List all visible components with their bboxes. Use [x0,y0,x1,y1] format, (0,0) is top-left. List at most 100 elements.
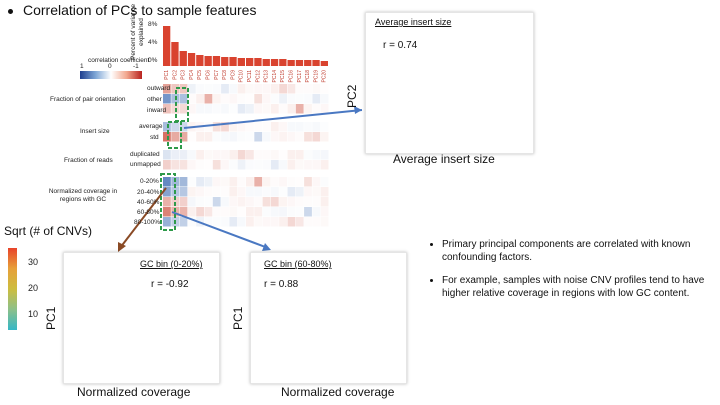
heatmap-cell [320,187,329,197]
heatmap-cell [205,150,213,160]
heatmap-cell [213,187,221,197]
heatmap-cell [187,160,196,170]
heatmap-cell [171,160,180,170]
heatmap-cell [270,84,279,94]
xlabel-coverage-left: Normalized coverage [77,385,191,399]
heatmap-cell [179,207,188,217]
heatmap-cell [205,160,213,170]
legend-tick-0: 0 [108,63,112,70]
heatmap-cell [254,207,263,217]
heatmap-cell [179,187,188,197]
heatmap-cell [321,84,329,94]
variance-bar [163,26,171,66]
heatmap-cell [304,177,312,187]
heatmap-cell [163,132,171,142]
colorbar-tick-10: 10 [28,309,39,319]
heatmap-cell [204,132,213,142]
heatmap-cell [163,122,171,132]
group-label-coverage: Normalized coverage in regions with GC [48,188,118,203]
row-label-gc20: 20-40% [137,189,160,196]
heatmap-cell [270,122,279,132]
heatmap-cell [270,104,279,114]
heatmap-cell [238,132,246,142]
pc-tick-label: PC19 [313,70,319,83]
heatmap-cell [246,132,254,142]
row-label-outward: outward [147,85,171,92]
heatmap-cell [312,104,320,114]
heatmap-cell [163,217,171,227]
variance-bar [254,58,262,66]
heatmap-cell [212,94,221,104]
heatmap-cell [312,197,320,207]
pc-tick-label: PC1 [164,70,170,80]
heatmap-cell [304,160,312,170]
heatmap-cell [287,150,296,160]
heatmap-cell [163,160,171,170]
heatmap-cell [237,160,246,170]
variance-bar [270,59,279,66]
variance-bar [229,57,237,66]
heatmap-cell [212,150,221,160]
heatmap-cell [254,84,263,94]
pc-tick-label: PC2 [172,70,178,80]
ylabel-pc2: PC2 [345,84,359,108]
legend-title: correlation coefficient [88,57,150,64]
xlabel-insert-size: Average insert size [393,152,495,166]
heatmap-cell [254,197,262,207]
heatmap-cell [304,187,312,197]
heatmap-cell [212,122,221,132]
heatmap-cell [246,150,254,160]
heatmap-cell [229,160,237,170]
heatmap-cell [279,150,287,160]
heatmap-cell [213,84,221,94]
variance-bar [179,51,187,66]
heatmap-cell [254,150,262,160]
heatmap-cell [320,132,329,142]
variance-bar [246,58,254,66]
heatmap-cell [271,150,279,160]
heatmap-cell [205,187,213,197]
correlation-legend-bar [80,71,142,79]
heatmap-cell [287,187,296,197]
variance-bar [320,61,328,66]
variance-bar [304,60,312,66]
heatmap-cell [237,197,246,207]
heatmap-cell [254,160,262,170]
arrow-insert-size [183,109,363,129]
heatmap-cell [163,104,171,114]
pc-tick-label: PC5 [197,70,203,80]
heatmap-cell [221,160,229,170]
heatmap-cell [163,84,171,94]
heatmap-cell [279,122,287,132]
heatmap-cell [254,104,263,114]
heatmap-cell [171,132,180,142]
colorbar-tick-30: 30 [28,257,39,267]
heatmap-cell [262,84,271,94]
row-label-gc0: 0-20% [140,178,159,185]
heatmap-cell [229,132,238,142]
heatmap-cell [179,104,188,114]
row-label-gc40: 40-60% [137,199,160,206]
variance-bar [287,60,295,66]
panel-label-gc-low: GC bin (0-20%) [140,259,203,269]
heatmap-cell [296,197,304,207]
highlight-box-insert [167,121,182,149]
r-value-insert: r = 0.74 [383,40,418,51]
heatmap-cell [263,122,271,132]
heatmap-cell [246,122,254,132]
heatmap-cell [237,187,246,197]
heatmap-cell [312,122,321,132]
pc-tick-label: PC15 [280,70,286,83]
heatmap-cell [320,150,329,160]
pc-tick-label: PC9 [230,70,236,80]
variance-bar [279,59,287,66]
colorbar-title: Sqrt (# of CNVs) [4,224,93,238]
heatmap-cell [238,207,246,217]
xlabel-coverage-mid: Normalized coverage [281,385,395,399]
heatmap-cell [171,197,180,207]
pc-tick-label: PC18 [305,70,311,83]
heatmap-cell [204,94,213,104]
pc-tick-label: PC14 [272,70,278,83]
group-label-reads: Fraction of reads [64,157,113,164]
heatmap-cell [296,177,304,187]
